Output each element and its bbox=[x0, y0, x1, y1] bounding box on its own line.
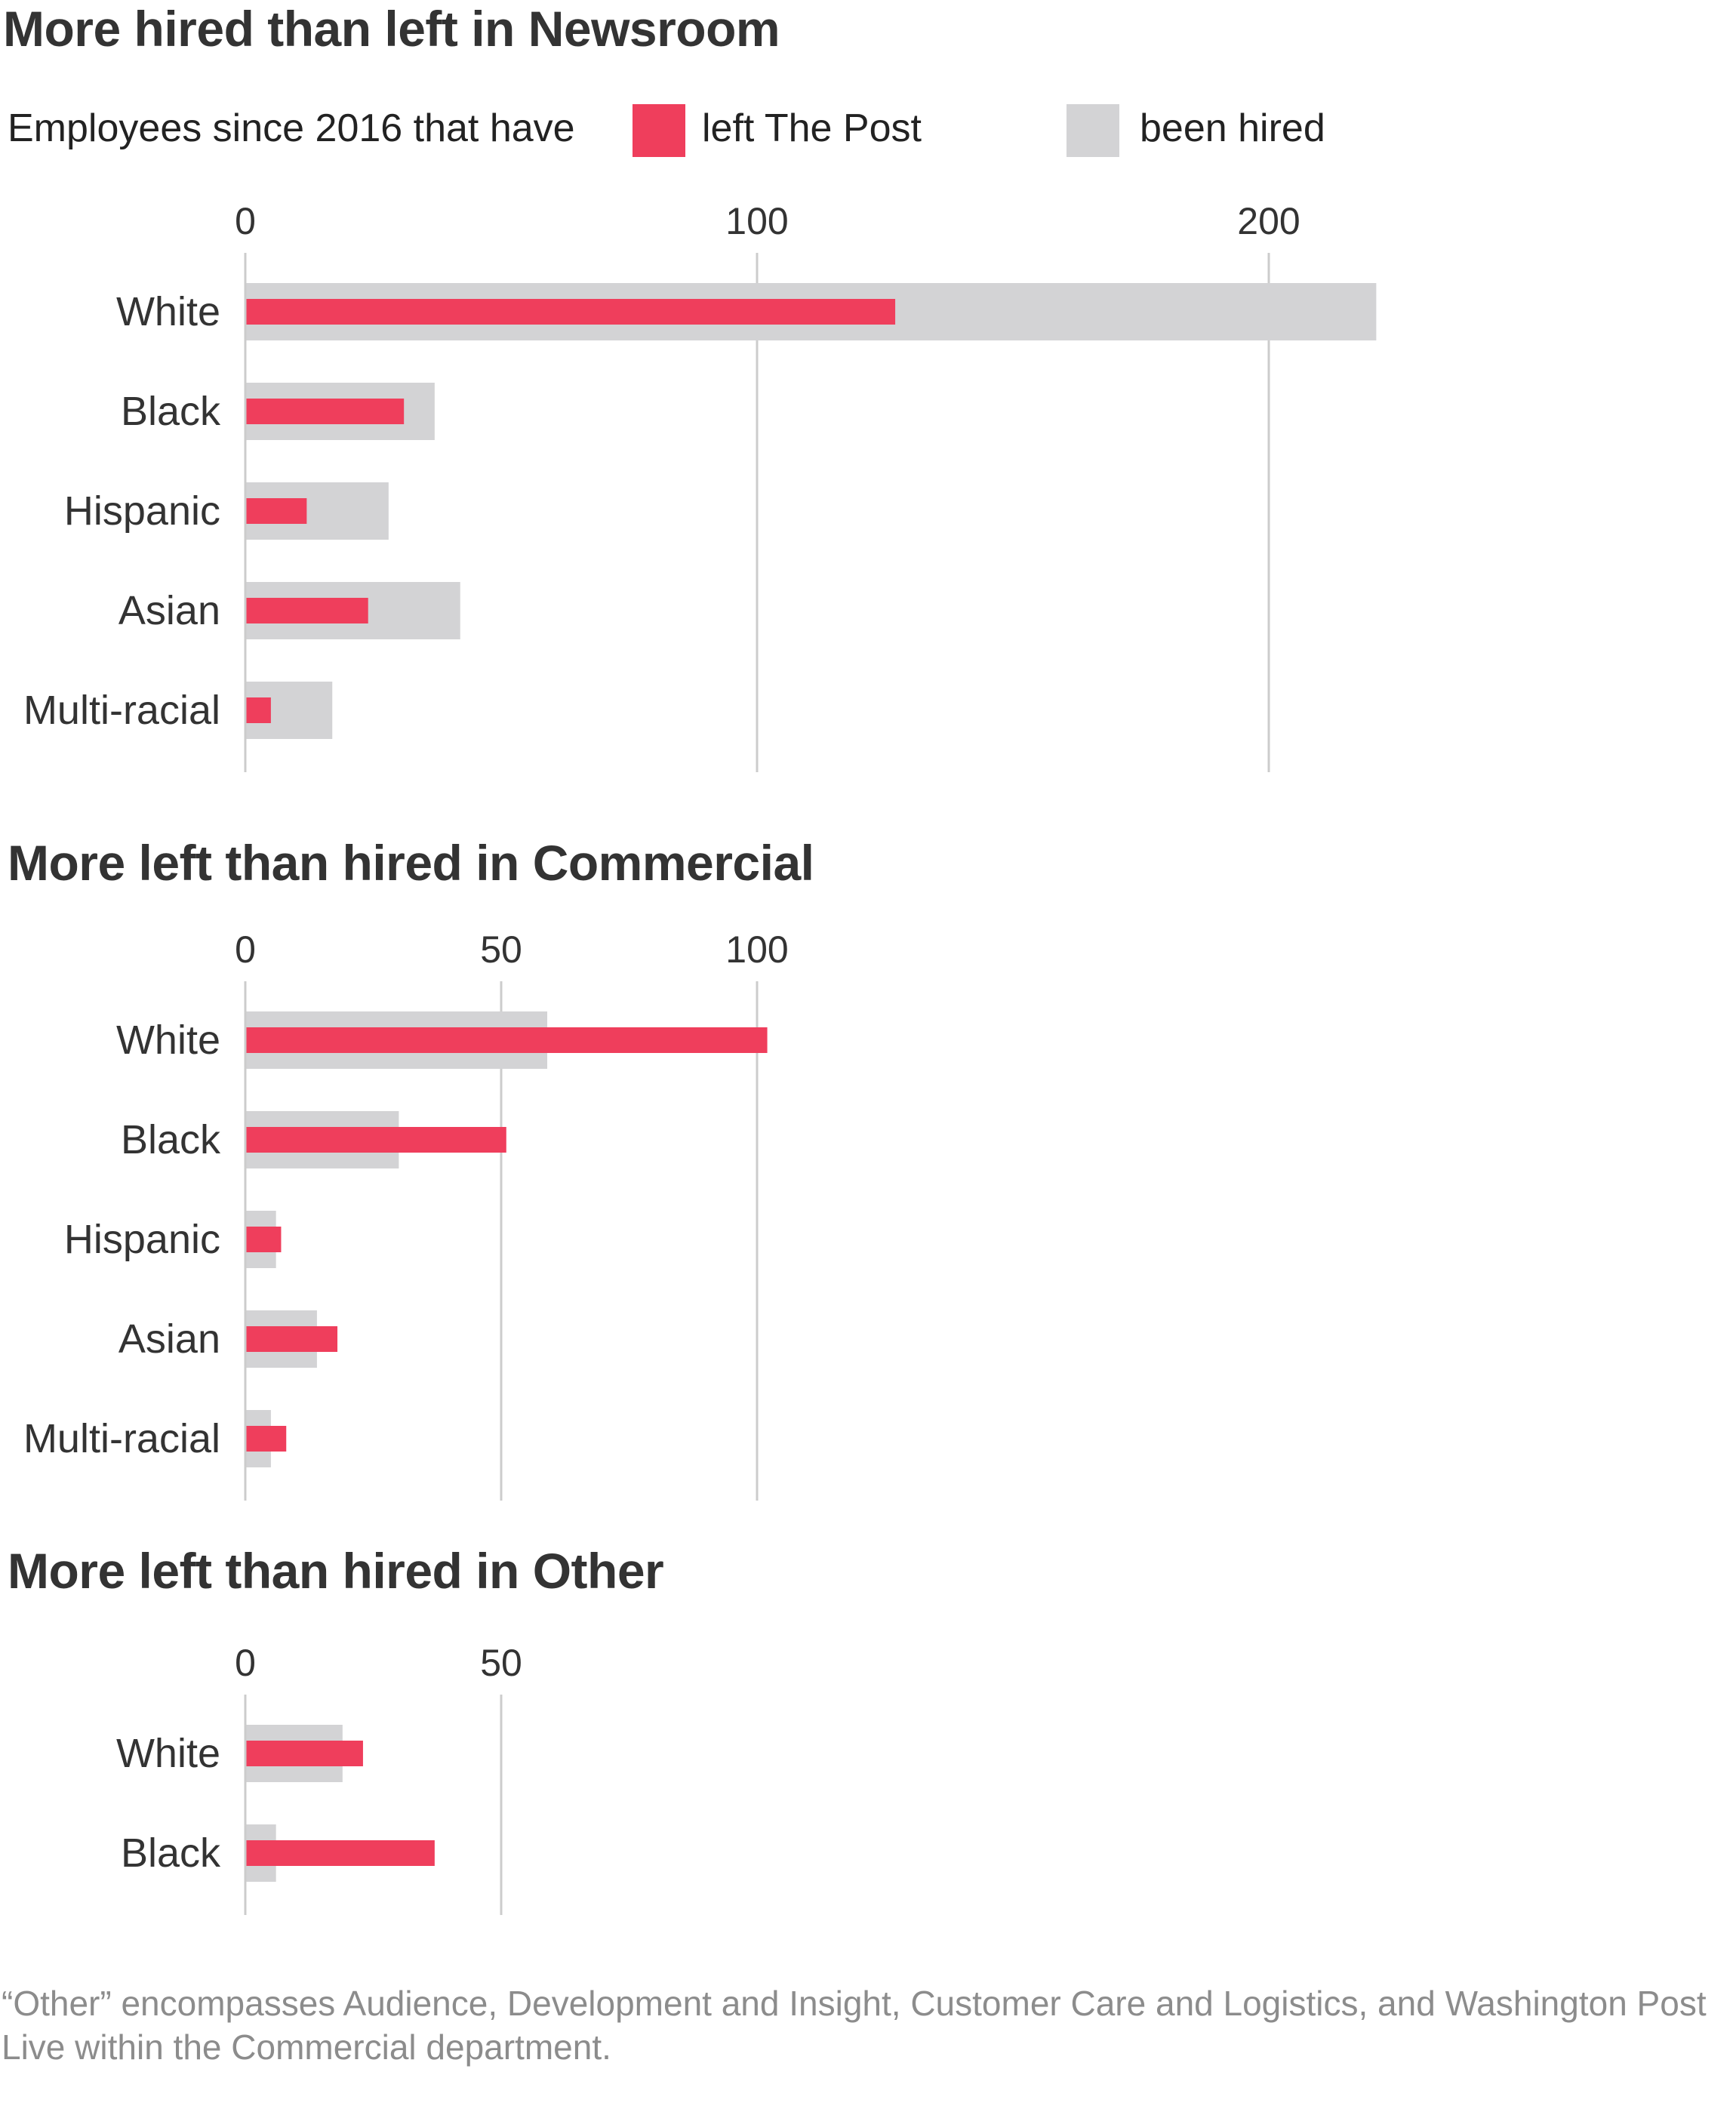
legend-swatch-left bbox=[633, 104, 685, 157]
legend-swatch-hired bbox=[1067, 104, 1119, 157]
category-label: White bbox=[116, 1731, 220, 1776]
x-tick-label: 0 bbox=[235, 200, 256, 242]
footnote: “Other” encompasses Audience, Developmen… bbox=[2, 1984, 1707, 2067]
category-label: Hispanic bbox=[64, 1217, 220, 1262]
x-tick-label: 50 bbox=[480, 928, 522, 971]
category-label: White bbox=[116, 289, 220, 334]
x-tick-label: 100 bbox=[725, 928, 788, 971]
category-label: Black bbox=[121, 1117, 221, 1162]
chart-other: 0 50 White Black bbox=[116, 1642, 522, 1915]
bar-left bbox=[245, 1127, 506, 1153]
category-label: Asian bbox=[119, 588, 220, 633]
bar-left bbox=[245, 399, 405, 424]
chart-newsroom: 0 100 200 White Black Hispanic Asian Multi-raci… bbox=[23, 200, 1377, 772]
x-tick-label: 100 bbox=[725, 200, 788, 242]
x-tick-label: 0 bbox=[235, 928, 256, 971]
category-label: Black bbox=[121, 389, 221, 434]
legend: Employees since 2016 that have left The … bbox=[0, 98, 1736, 159]
x-tick-label: 200 bbox=[1237, 200, 1300, 242]
chart-title-commercial: More left than hired in Commercial bbox=[8, 835, 814, 891]
category-label: Hispanic bbox=[64, 488, 220, 534]
chart-commercial: 0 50 100 White Black Hispanic Asian Multi-racia… bbox=[23, 928, 789, 1501]
bar-left bbox=[245, 498, 307, 524]
bar-left bbox=[245, 1426, 287, 1452]
chart-title-newsroom: More hired than left in Newsroom bbox=[3, 1, 780, 57]
legend-label-hired: been hired bbox=[1140, 106, 1325, 150]
category-label: White bbox=[116, 1018, 220, 1063]
bar-left bbox=[245, 1326, 338, 1352]
category-label: Asian bbox=[119, 1316, 220, 1362]
bar-left bbox=[245, 598, 368, 623]
bar-left bbox=[245, 1027, 768, 1053]
legend-label-left: left The Post bbox=[702, 106, 922, 150]
category-label: Multi-racial bbox=[23, 1416, 220, 1461]
category-label: Black bbox=[121, 1830, 221, 1876]
bar-left bbox=[245, 1840, 435, 1866]
chart-title-other: More left than hired in Other bbox=[8, 1543, 664, 1599]
legend-lead: Employees since 2016 that have bbox=[8, 106, 575, 150]
x-tick-label: 50 bbox=[480, 1642, 522, 1684]
bar-left bbox=[245, 1227, 282, 1252]
x-tick-label: 0 bbox=[235, 1642, 256, 1684]
bar-left bbox=[245, 697, 271, 723]
bar-left bbox=[245, 299, 896, 325]
bar-left bbox=[245, 1741, 363, 1766]
category-label: Multi-racial bbox=[23, 688, 220, 733]
